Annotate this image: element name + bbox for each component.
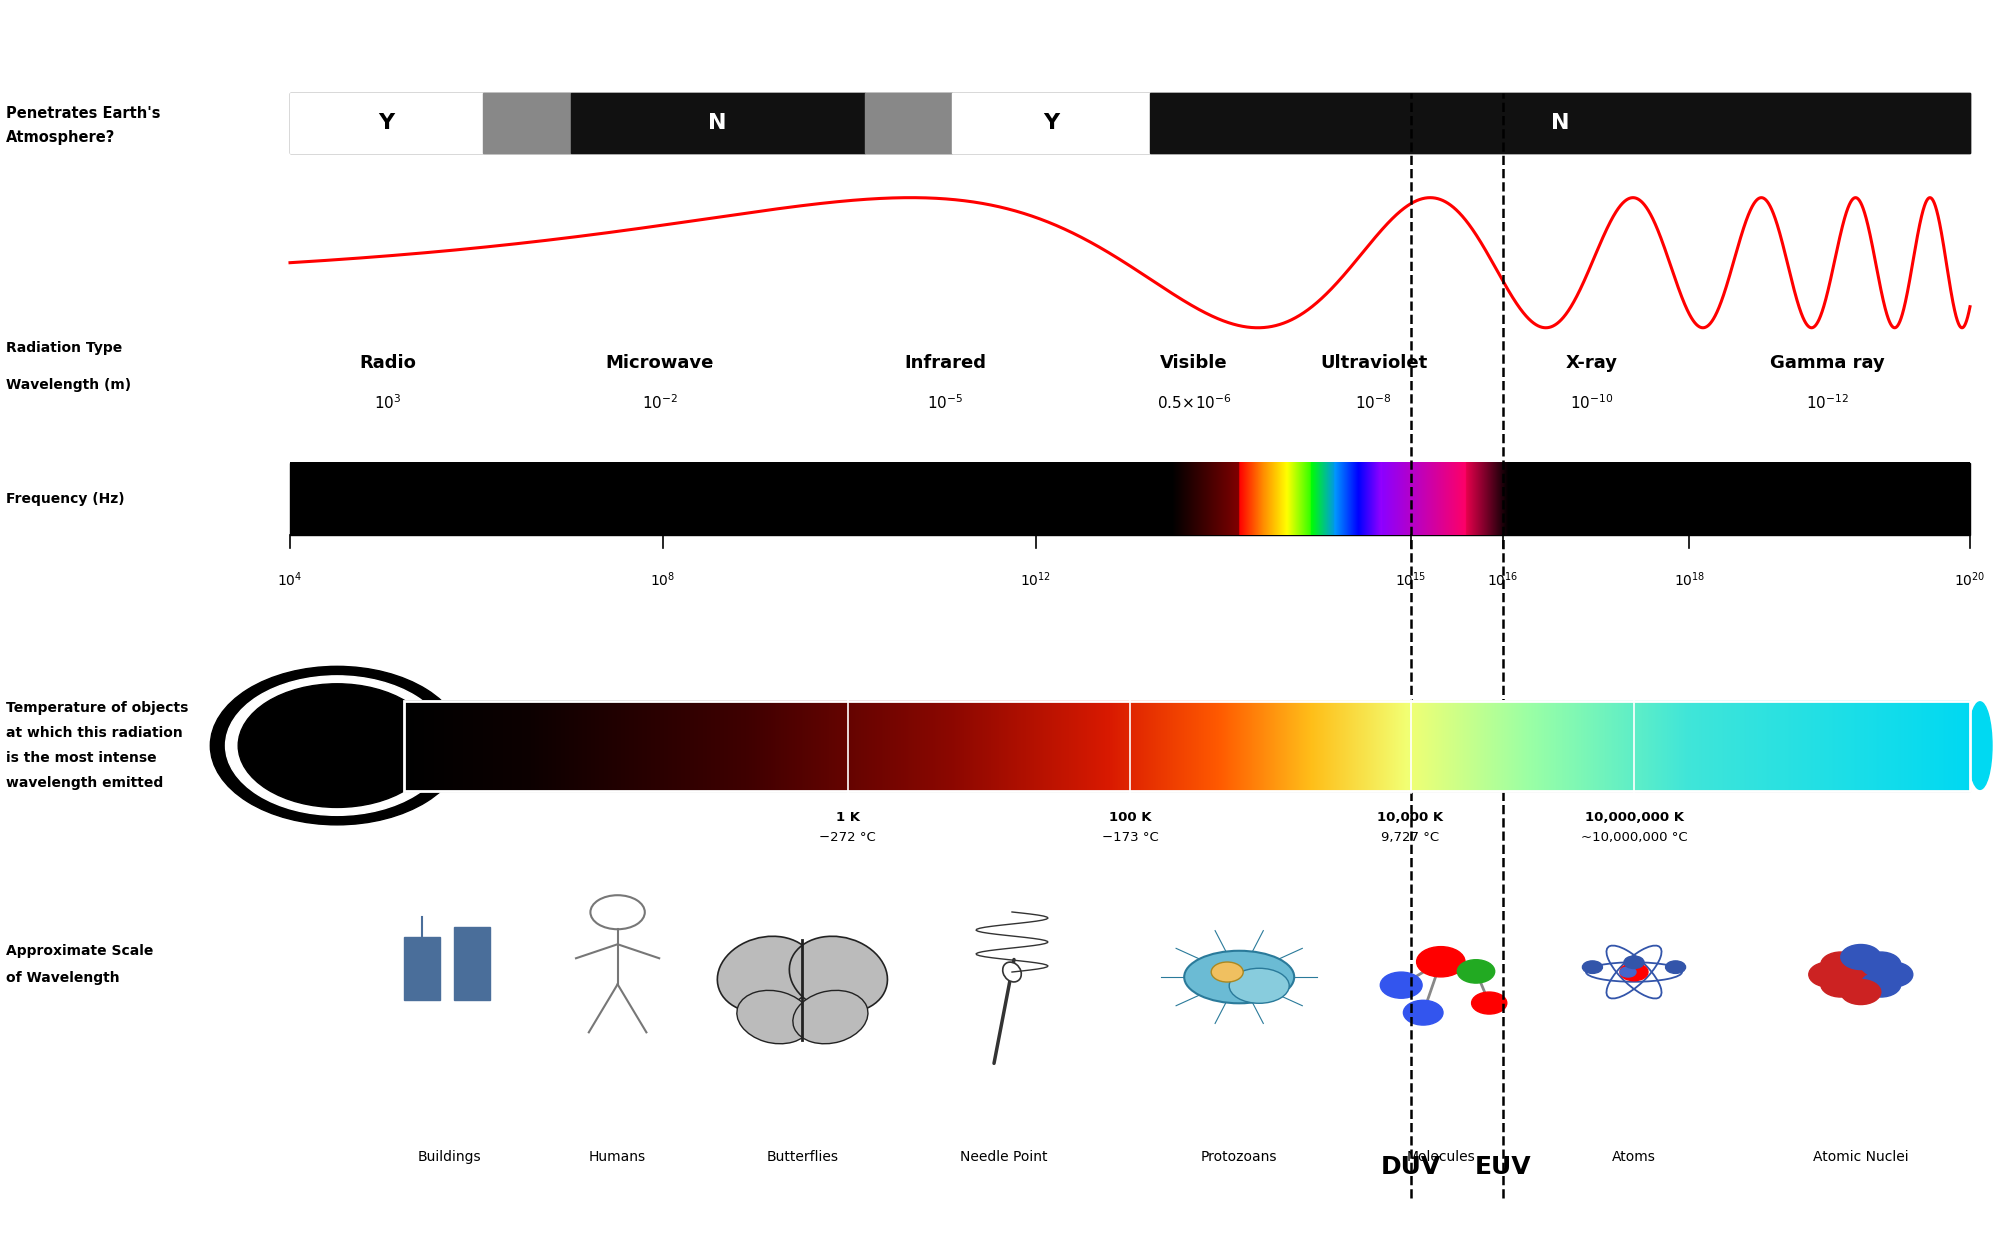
Text: of Wavelength: of Wavelength [6, 971, 120, 986]
Text: $10^{-12}$: $10^{-12}$ [1806, 394, 1848, 412]
Circle shape [1624, 956, 1644, 968]
Circle shape [238, 684, 436, 807]
Text: $0.5\!\times\!10^{-6}$: $0.5\!\times\!10^{-6}$ [1156, 394, 1232, 412]
Ellipse shape [718, 936, 816, 1013]
Text: Atmosphere?: Atmosphere? [6, 130, 116, 145]
Text: Radiation Type: Radiation Type [6, 340, 122, 355]
Text: Atomic Nuclei: Atomic Nuclei [1812, 1150, 1908, 1165]
Bar [864, 93, 952, 153]
Ellipse shape [1002, 962, 1022, 982]
Text: $10^{-10}$: $10^{-10}$ [1570, 394, 1614, 412]
Ellipse shape [1184, 951, 1294, 1003]
Circle shape [1860, 972, 1900, 997]
Bar [484, 93, 570, 153]
Text: Butterflies: Butterflies [766, 1150, 838, 1165]
Text: Temperature of objects: Temperature of objects [6, 701, 188, 716]
Bar [1150, 93, 1970, 153]
Circle shape [1840, 980, 1880, 1005]
Text: $10^{15}$: $10^{15}$ [1394, 570, 1426, 589]
Text: Approximate Scale: Approximate Scale [6, 943, 154, 958]
Text: Frequency (Hz): Frequency (Hz) [6, 492, 124, 507]
Bar [570, 93, 864, 153]
Bar [290, 463, 1970, 535]
Text: EUV: EUV [1474, 1155, 1532, 1180]
Text: is the most intense: is the most intense [6, 751, 156, 766]
Circle shape [1472, 992, 1506, 1015]
Text: wavelength emitted: wavelength emitted [6, 776, 164, 791]
Text: Wavelength (m): Wavelength (m) [6, 378, 132, 393]
Text: 1 K: 1 K [836, 811, 860, 823]
Text: Gamma ray: Gamma ray [1770, 354, 1884, 372]
Ellipse shape [790, 936, 888, 1013]
Text: at which this radiation: at which this radiation [6, 726, 182, 741]
Bar [952, 93, 1150, 153]
Text: Radio: Radio [360, 354, 416, 372]
Text: $10^{-5}$: $10^{-5}$ [928, 394, 964, 412]
Ellipse shape [1968, 702, 1992, 789]
Circle shape [1212, 962, 1244, 982]
Text: Protozoans: Protozoans [1200, 1150, 1278, 1165]
Circle shape [1820, 972, 1860, 997]
Bar [290, 93, 484, 153]
Text: Molecules: Molecules [1406, 1150, 1476, 1165]
Circle shape [1416, 947, 1466, 977]
Circle shape [1666, 961, 1686, 973]
Text: −173 °C: −173 °C [1102, 831, 1158, 843]
Circle shape [1404, 1001, 1444, 1025]
Ellipse shape [1230, 968, 1290, 1003]
Circle shape [1620, 967, 1636, 977]
Circle shape [1458, 960, 1494, 983]
Bar [454, 927, 490, 1000]
Text: $10^4$: $10^4$ [278, 570, 302, 589]
Ellipse shape [736, 991, 812, 1043]
Bar [404, 701, 1970, 791]
Text: 10,000 K: 10,000 K [1378, 811, 1444, 823]
Circle shape [226, 676, 448, 816]
Text: $10^{12}$: $10^{12}$ [1020, 570, 1052, 589]
Text: −272 °C: −272 °C [820, 831, 876, 843]
Text: $10^{16}$: $10^{16}$ [1488, 570, 1518, 589]
Text: Y: Y [378, 113, 394, 133]
Circle shape [1840, 945, 1880, 970]
Text: Humans: Humans [590, 1150, 646, 1165]
Text: Penetrates Earth's: Penetrates Earth's [6, 106, 160, 121]
Circle shape [1840, 962, 1880, 987]
Text: Infrared: Infrared [904, 354, 986, 372]
Circle shape [1872, 962, 1912, 987]
Text: $10^{-8}$: $10^{-8}$ [1356, 394, 1392, 412]
Text: Microwave: Microwave [606, 354, 714, 372]
Text: N: N [708, 113, 726, 133]
Circle shape [210, 667, 464, 824]
Text: Ultraviolet: Ultraviolet [1320, 354, 1428, 372]
Text: Atoms: Atoms [1612, 1150, 1656, 1165]
Text: N: N [1550, 113, 1570, 133]
Circle shape [1820, 952, 1860, 977]
Bar [290, 93, 1970, 153]
Circle shape [1620, 963, 1648, 981]
Text: $10^3$: $10^3$ [374, 394, 402, 412]
Text: DUV: DUV [1380, 1155, 1440, 1180]
Text: 100 K: 100 K [1108, 811, 1152, 823]
Bar [404, 937, 440, 1000]
Circle shape [1860, 952, 1900, 977]
Text: $10^{-2}$: $10^{-2}$ [642, 394, 678, 412]
Text: $10^{18}$: $10^{18}$ [1674, 570, 1706, 589]
Text: Buildings: Buildings [418, 1150, 482, 1165]
Text: Y: Y [1042, 113, 1060, 133]
Text: X-ray: X-ray [1566, 354, 1618, 372]
Text: $10^8$: $10^8$ [650, 570, 676, 589]
Bar [404, 701, 1970, 791]
Text: Needle Point: Needle Point [960, 1150, 1048, 1165]
Circle shape [1380, 972, 1422, 998]
Text: $10^{20}$: $10^{20}$ [1954, 570, 1986, 589]
Ellipse shape [792, 991, 868, 1043]
Text: 10,000,000 K: 10,000,000 K [1584, 811, 1684, 823]
Text: 9,727 °C: 9,727 °C [1382, 831, 1440, 843]
Circle shape [1808, 962, 1848, 987]
Text: Visible: Visible [1160, 354, 1228, 372]
Ellipse shape [1964, 693, 1996, 798]
Bar [392, 693, 2000, 798]
Text: ~10,000,000 °C: ~10,000,000 °C [1580, 831, 1688, 843]
Circle shape [1582, 961, 1602, 973]
